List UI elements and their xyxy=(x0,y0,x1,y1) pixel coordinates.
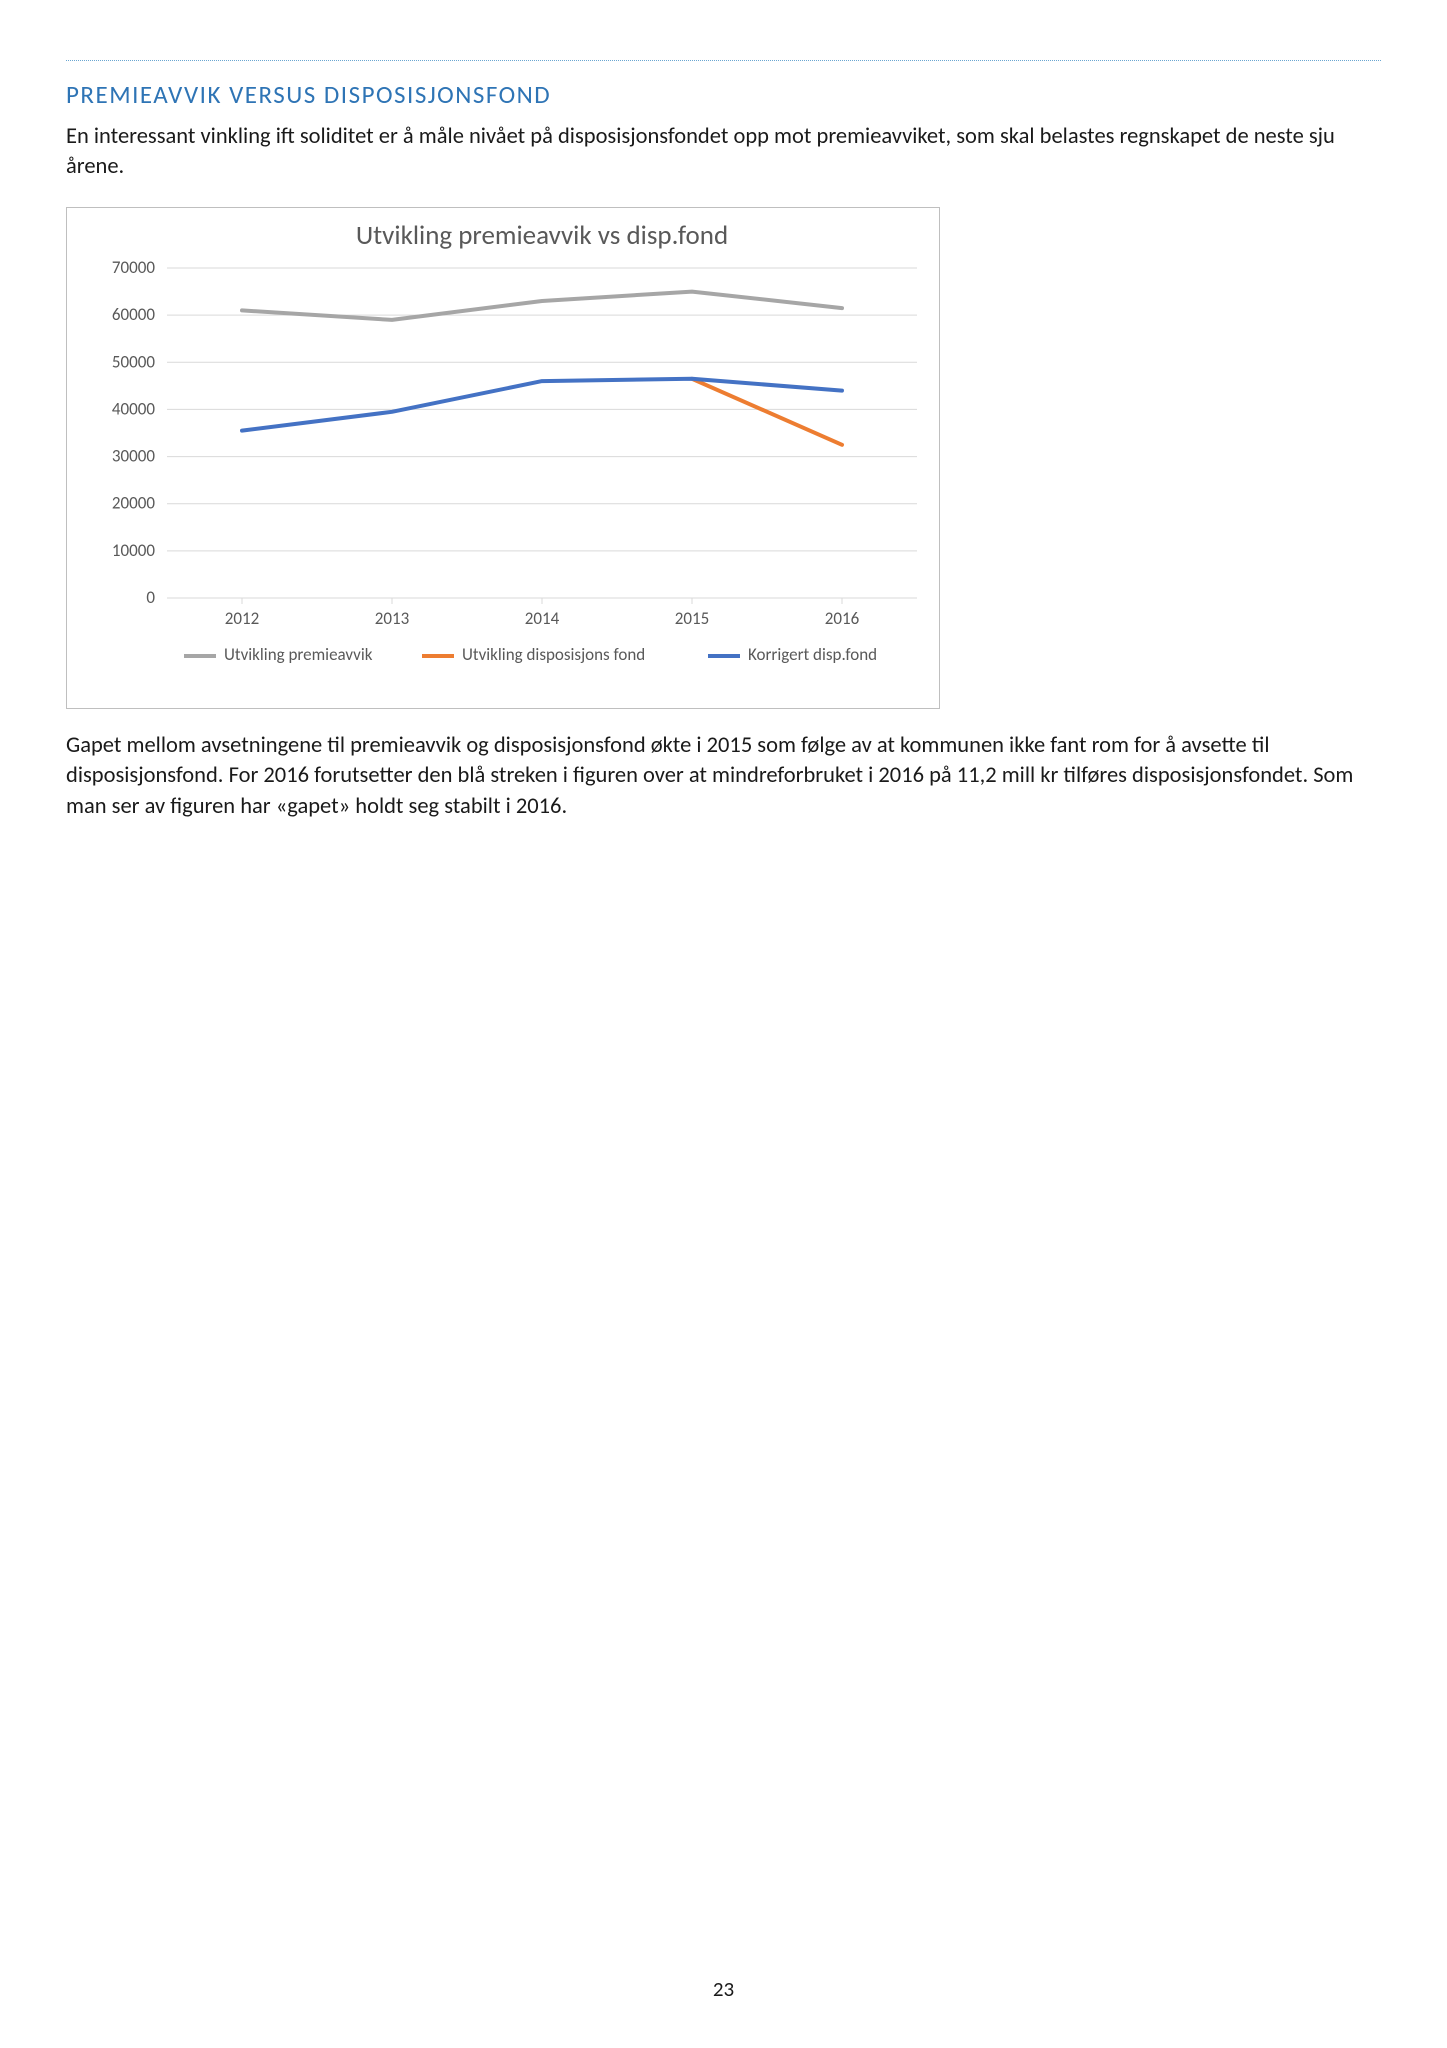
top-separator xyxy=(66,60,1381,61)
legend-label: Utvikling disposisjons fond xyxy=(462,644,645,665)
y-axis-label: 10000 xyxy=(112,540,155,561)
legend-label: Utvikling premieavvik xyxy=(224,644,373,665)
section-heading: PREMIEAVVIK VERSUS DISPOSISJONSFOND xyxy=(66,79,1381,110)
legend-swatch xyxy=(422,654,454,658)
y-axis-label: 70000 xyxy=(112,257,155,278)
x-axis-label: 2016 xyxy=(825,608,860,629)
legend-swatch xyxy=(708,654,740,658)
intro-paragraph: En interessant vinkling ift soliditet er… xyxy=(66,122,1381,183)
page-number: 23 xyxy=(0,1976,1447,2002)
legend-swatch xyxy=(184,654,216,658)
x-axis-label: 2015 xyxy=(675,608,709,629)
y-axis-label: 50000 xyxy=(112,351,155,372)
y-axis-label: 30000 xyxy=(112,445,155,466)
series-line xyxy=(242,291,842,319)
line-chart: Utvikling premieavvik vs disp.fond 0 10000… xyxy=(67,208,939,708)
x-axis-label: 2013 xyxy=(375,608,409,629)
body-paragraph: Gapet mellom avsetningene til premieavvi… xyxy=(66,731,1381,822)
y-axis-label: 20000 xyxy=(112,492,155,513)
document-page: PREMIEAVVIK VERSUS DISPOSISJONSFOND En i… xyxy=(0,0,1447,2048)
y-axis-label: 40000 xyxy=(112,398,155,419)
y-axis-label: 0 xyxy=(146,587,155,608)
x-axis-label: 2014 xyxy=(525,608,560,629)
chart-container: Utvikling premieavvik vs disp.fond 0 10000… xyxy=(66,207,940,709)
legend-label: Korrigert disp.fond xyxy=(748,644,877,665)
chart-title: Utvikling premieavvik vs disp.fond xyxy=(356,219,728,252)
y-axis-label: 60000 xyxy=(112,304,155,325)
x-axis-label: 2012 xyxy=(225,608,259,629)
